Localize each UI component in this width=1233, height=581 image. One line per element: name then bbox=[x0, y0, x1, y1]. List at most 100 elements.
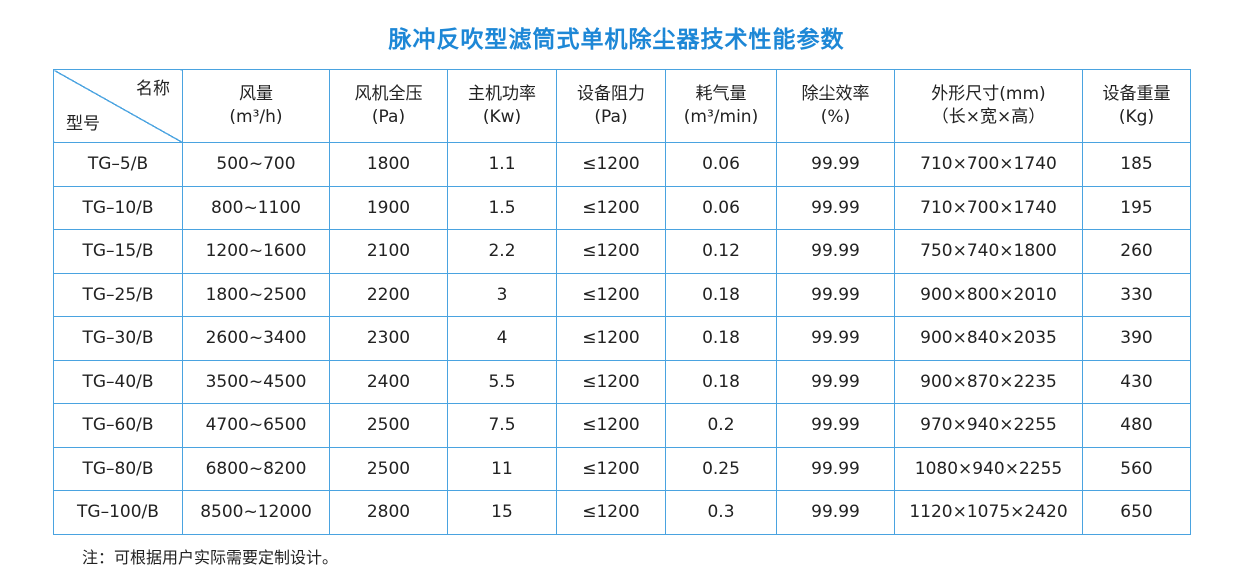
cell-model: TG–40/B bbox=[53, 359, 183, 404]
cell-weight: 560 bbox=[1082, 446, 1191, 491]
cell-dimensions: 710×700×1740 bbox=[894, 142, 1083, 187]
header-air-consumption: 耗气量 (m³/min) bbox=[665, 69, 777, 143]
cell-weight: 390 bbox=[1082, 316, 1191, 361]
page-title: 脉冲反吹型滤筒式单机除尘器技术性能参数 bbox=[388, 27, 845, 53]
cell-fan-pressure: 2500 bbox=[329, 446, 448, 491]
table-row: TG–10/B 800~1100 1900 1.5 ≤1200 0.06 99.99 710×… bbox=[53, 185, 1191, 230]
cell-power: 4 bbox=[447, 316, 557, 361]
header-efficiency: 除尘效率 (%) bbox=[776, 69, 895, 143]
header-unit: （长×宽×高） bbox=[931, 107, 1046, 127]
header-corner-name: 名称 bbox=[136, 79, 170, 99]
cell-model: TG–25/B bbox=[53, 272, 183, 317]
cell-fan-pressure: 2100 bbox=[329, 229, 448, 274]
header-power: 主机功率 (Kw) bbox=[447, 69, 557, 143]
cell-fan-pressure: 2400 bbox=[329, 359, 448, 404]
table-row: TG–5/B 500~700 1800 1.1 ≤1200 0.06 99.99 710×70… bbox=[53, 142, 1191, 187]
header-airflow: 风量 (m³/h) bbox=[182, 69, 330, 143]
table-body: TG–5/B 500~700 1800 1.1 ≤1200 0.06 99.99 710×70… bbox=[53, 142, 1191, 535]
cell-resistance: ≤1200 bbox=[556, 490, 666, 535]
header-corner-model: 型号 bbox=[66, 114, 100, 134]
header-label: 主机功率 bbox=[468, 84, 536, 104]
cell-efficiency: 99.99 bbox=[776, 403, 895, 448]
header-label: 风机全压 bbox=[354, 84, 423, 104]
cell-fan-pressure: 2500 bbox=[329, 403, 448, 448]
table-row: TG–80/B 6800~8200 2500 11 ≤1200 0.25 99.99 1080… bbox=[53, 446, 1191, 491]
cell-dimensions: 750×740×1800 bbox=[894, 229, 1083, 274]
cell-model: TG–10/B bbox=[53, 185, 183, 230]
header-unit: (Pa) bbox=[594, 107, 628, 127]
cell-efficiency: 99.99 bbox=[776, 316, 895, 361]
cell-efficiency: 99.99 bbox=[776, 229, 895, 274]
cell-airflow: 1800~2500 bbox=[182, 272, 330, 317]
cell-model: TG–80/B bbox=[53, 446, 183, 491]
cell-air-consumption: 0.18 bbox=[665, 359, 777, 404]
cell-weight: 330 bbox=[1082, 272, 1191, 317]
cell-resistance: ≤1200 bbox=[556, 229, 666, 274]
table-header-row: 名称 型号 风量 (m³/h) 风机全压 (Pa) 主机功率 (Kw) 设备阻力… bbox=[53, 69, 1191, 143]
cell-fan-pressure: 2200 bbox=[329, 272, 448, 317]
cell-weight: 650 bbox=[1082, 490, 1191, 535]
cell-model: TG–5/B bbox=[53, 142, 183, 187]
cell-dimensions: 900×840×2035 bbox=[894, 316, 1083, 361]
header-weight: 设备重量 (Kg) bbox=[1082, 69, 1191, 143]
cell-power: 2.2 bbox=[447, 229, 557, 274]
cell-power: 1.1 bbox=[447, 142, 557, 187]
cell-air-consumption: 0.06 bbox=[665, 142, 777, 187]
cell-resistance: ≤1200 bbox=[556, 142, 666, 187]
cell-fan-pressure: 1900 bbox=[329, 185, 448, 230]
cell-airflow: 500~700 bbox=[182, 142, 330, 187]
cell-dimensions: 970×940×2255 bbox=[894, 403, 1083, 448]
cell-weight: 195 bbox=[1082, 185, 1191, 230]
cell-efficiency: 99.99 bbox=[776, 272, 895, 317]
cell-power: 11 bbox=[447, 446, 557, 491]
footnote: 注：可根据用户实际需要定制设计。 bbox=[82, 548, 339, 567]
cell-air-consumption: 0.18 bbox=[665, 272, 777, 317]
cell-dimensions: 1120×1075×2420 bbox=[894, 490, 1083, 535]
header-unit: (%) bbox=[820, 107, 851, 127]
cell-weight: 260 bbox=[1082, 229, 1191, 274]
cell-airflow: 3500~4500 bbox=[182, 359, 330, 404]
cell-air-consumption: 0.18 bbox=[665, 316, 777, 361]
header-unit: (Kg) bbox=[1118, 107, 1155, 127]
cell-air-consumption: 0.25 bbox=[665, 446, 777, 491]
header-label: 外形尺寸(mm) bbox=[931, 84, 1046, 104]
table-row: TG–40/B 3500~4500 2400 5.5 ≤1200 0.18 99.99 900… bbox=[53, 359, 1191, 404]
cell-resistance: ≤1200 bbox=[556, 185, 666, 230]
cell-fan-pressure: 2800 bbox=[329, 490, 448, 535]
cell-dimensions: 1080×940×2255 bbox=[894, 446, 1083, 491]
cell-efficiency: 99.99 bbox=[776, 490, 895, 535]
table-row: TG–30/B 2600~3400 2300 4 ≤1200 0.18 99.99 900×8… bbox=[53, 316, 1191, 361]
cell-airflow: 4700~6500 bbox=[182, 403, 330, 448]
cell-air-consumption: 0.12 bbox=[665, 229, 777, 274]
cell-resistance: ≤1200 bbox=[556, 316, 666, 361]
cell-weight: 430 bbox=[1082, 359, 1191, 404]
header-label: 设备重量 bbox=[1102, 84, 1171, 104]
cell-airflow: 8500~12000 bbox=[182, 490, 330, 535]
cell-power: 1.5 bbox=[447, 185, 557, 230]
cell-airflow: 6800~8200 bbox=[182, 446, 330, 491]
header-unit: (Pa) bbox=[371, 107, 406, 127]
cell-fan-pressure: 1800 bbox=[329, 142, 448, 187]
header-unit: (m³/min) bbox=[683, 107, 759, 127]
cell-weight: 480 bbox=[1082, 403, 1191, 448]
cell-air-consumption: 0.3 bbox=[665, 490, 777, 535]
cell-resistance: ≤1200 bbox=[556, 403, 666, 448]
cell-resistance: ≤1200 bbox=[556, 359, 666, 404]
cell-power: 7.5 bbox=[447, 403, 557, 448]
cell-efficiency: 99.99 bbox=[776, 359, 895, 404]
header-unit: (Kw) bbox=[482, 107, 522, 127]
cell-air-consumption: 0.2 bbox=[665, 403, 777, 448]
cell-airflow: 2600~3400 bbox=[182, 316, 330, 361]
cell-dimensions: 900×870×2235 bbox=[894, 359, 1083, 404]
header-label: 除尘效率 bbox=[801, 84, 870, 104]
cell-efficiency: 99.99 bbox=[776, 142, 895, 187]
header-corner-cell: 名称 型号 bbox=[53, 69, 183, 143]
table-row: TG–25/B 1800~2500 2200 3 ≤1200 0.18 99.99 900×8… bbox=[53, 272, 1191, 317]
cell-resistance: ≤1200 bbox=[556, 446, 666, 491]
cell-model: TG–60/B bbox=[53, 403, 183, 448]
cell-airflow: 800~1100 bbox=[182, 185, 330, 230]
cell-resistance: ≤1200 bbox=[556, 272, 666, 317]
cell-power: 5.5 bbox=[447, 359, 557, 404]
table-row: TG–15/B 1200~1600 2100 2.2 ≤1200 0.12 99.99 750… bbox=[53, 229, 1191, 274]
cell-dimensions: 900×800×2010 bbox=[894, 272, 1083, 317]
